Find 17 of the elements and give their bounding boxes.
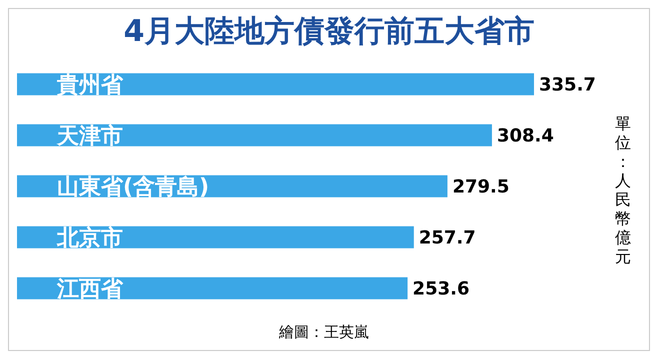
bar bbox=[17, 124, 492, 146]
bar bbox=[17, 226, 414, 248]
bar bbox=[17, 73, 534, 96]
data-label: 308.4 bbox=[496, 126, 554, 147]
y-tick-label: 天津市 bbox=[56, 123, 123, 150]
bar bbox=[17, 277, 408, 300]
text: 繪圖：王英嵐 bbox=[279, 323, 369, 342]
chart-title: 4月大陸地方債發行前五大省市 bbox=[122, 13, 536, 51]
data-label: 253.6 bbox=[412, 278, 470, 300]
data-label: 335.7 bbox=[539, 74, 596, 96]
data-label: 257.7 bbox=[418, 228, 476, 249]
text: 單位：人民幣億元 bbox=[614, 114, 632, 266]
data-label: 279.5 bbox=[452, 176, 510, 198]
y-tick-label: 北京市 bbox=[56, 225, 123, 252]
y-tick-label: 貴州省 bbox=[56, 73, 124, 98]
y-tick-label: 山東省(含青島) bbox=[57, 175, 210, 200]
y-tick-label: 江西省 bbox=[56, 277, 124, 302]
